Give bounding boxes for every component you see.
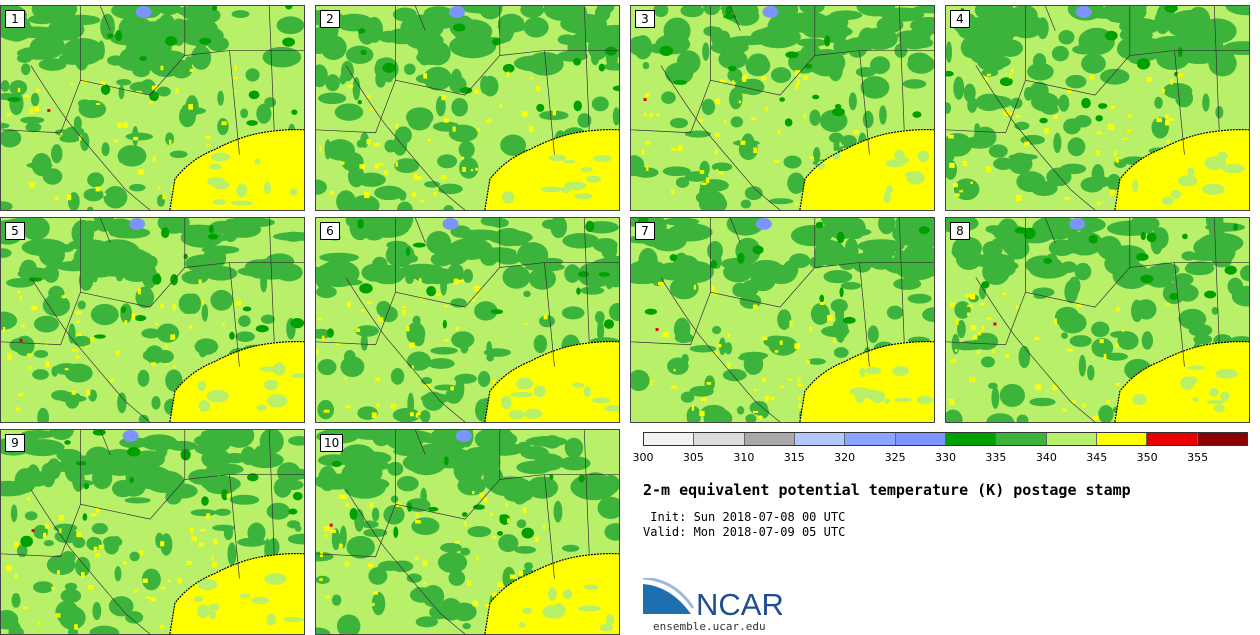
- colorbar-swatch: [794, 433, 846, 445]
- stamp-panel-2[interactable]: 2: [315, 5, 620, 211]
- colorbar-swatch: [1197, 433, 1247, 445]
- stamp-panel-10[interactable]: 10: [315, 429, 620, 635]
- colorbar-tick-label: 350: [1136, 451, 1158, 464]
- map-image: [631, 6, 934, 210]
- colorbar-swatch: [694, 433, 745, 445]
- map-image: [631, 218, 934, 422]
- colorbar-swatch: [845, 433, 896, 445]
- colorbar-tick-label: 310: [733, 451, 755, 464]
- stamp-panel-5[interactable]: 5: [0, 217, 305, 423]
- init-time: Init: Sun 2018-07-08 00 UTC: [643, 510, 846, 524]
- stamp-panel-8[interactable]: 8: [945, 217, 1250, 423]
- colorbar-swatch: [895, 433, 946, 445]
- colorbar-tick-label: 305: [682, 451, 704, 464]
- colorbar-tick-label: 300: [632, 451, 654, 464]
- colorbar-tick-label: 335: [985, 451, 1007, 464]
- colorbar-tick-label: 325: [884, 451, 906, 464]
- map-image: [946, 6, 1249, 210]
- panel-number: 5: [5, 222, 25, 240]
- panel-number: 1: [5, 10, 25, 28]
- panel-number: 10: [320, 434, 344, 452]
- colorbar-tick-label: 345: [1086, 451, 1108, 464]
- map-image: [1, 430, 304, 634]
- stamp-panel-7[interactable]: 7: [630, 217, 935, 423]
- colorbar-swatch: [744, 433, 795, 445]
- colorbar-tick-label: 320: [834, 451, 856, 464]
- panel-number: 3: [635, 10, 655, 28]
- stamp-panel-1[interactable]: 1: [0, 5, 305, 211]
- colorbar-tick-label: 355: [1187, 451, 1209, 464]
- valid-time: Valid: Mon 2018-07-09 05 UTC: [643, 525, 846, 539]
- map-image: [946, 218, 1249, 422]
- colorbar-tick-label: 330: [935, 451, 956, 464]
- colorbar-swatch: [1046, 433, 1097, 445]
- panel-number: 2: [320, 10, 340, 28]
- stamp-panel-6[interactable]: 6: [315, 217, 620, 423]
- map-image: [1, 6, 304, 210]
- map-image: [1, 218, 304, 422]
- colorbar-swatch: [1147, 433, 1198, 445]
- panel-number: 4: [950, 10, 970, 28]
- colorbar-swatch: [644, 433, 695, 445]
- stamp-panel-4[interactable]: 4: [945, 5, 1250, 211]
- map-image: [316, 6, 619, 210]
- panel-number: 8: [950, 222, 970, 240]
- colorbar-tick-label: 315: [783, 451, 805, 464]
- colorbar-swatch: [945, 433, 997, 445]
- ncar-logo-icon: [643, 578, 695, 614]
- colorbar-swatch: [996, 433, 1047, 445]
- colorbar: [643, 432, 1248, 446]
- panel-number: 7: [635, 222, 655, 240]
- map-image: [316, 218, 619, 422]
- colorbar-tick-label: 340: [1035, 451, 1057, 464]
- stamp-panel-3[interactable]: 3: [630, 5, 935, 211]
- website-link[interactable]: ensemble.ucar.edu: [653, 620, 766, 633]
- plot-title: 2-m equivalent potential temperature (K)…: [643, 481, 1131, 499]
- colorbar-swatch: [1096, 433, 1148, 445]
- panel-number: 6: [320, 222, 340, 240]
- logo-text: NCAR: [696, 587, 784, 622]
- colorbar-ticks: 300 305 310 315 320 325 330 335 340 345 350 355: [633, 451, 1248, 465]
- map-image: [316, 430, 619, 634]
- stamp-panel-9[interactable]: 9: [0, 429, 305, 635]
- panel-number: 9: [5, 434, 25, 452]
